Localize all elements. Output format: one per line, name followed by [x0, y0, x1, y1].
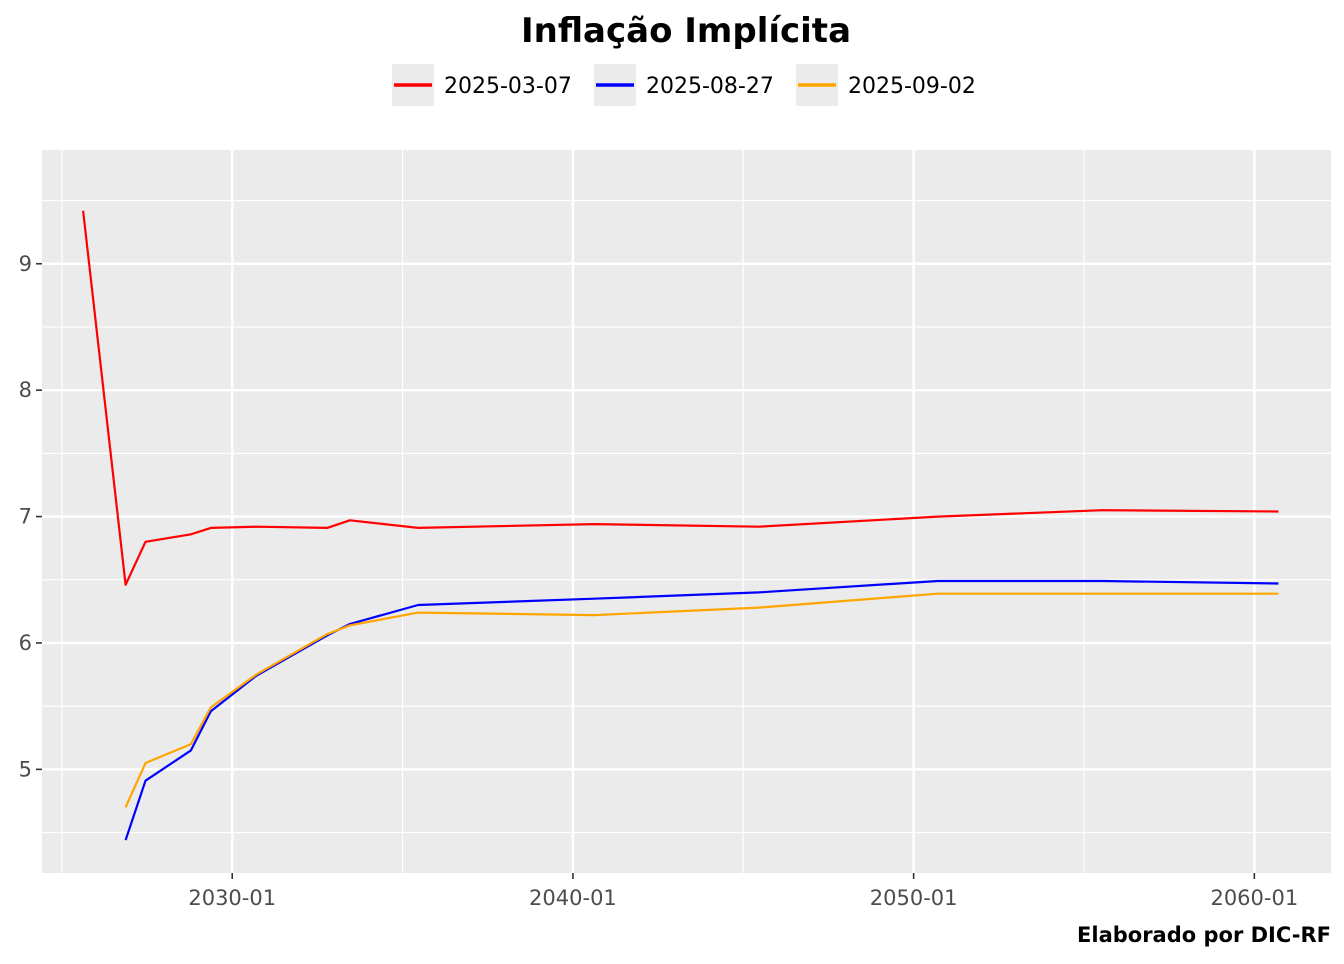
y-tick-label: 6 [19, 631, 32, 655]
series-lines [82, 210, 1279, 841]
chart-caption: Elaborado por DIC-RF [1077, 923, 1331, 947]
legend-label: 2025-09-02 [848, 74, 976, 99]
legend-label: 2025-08-27 [646, 74, 774, 99]
x-tick-label: 2040-01 [529, 886, 617, 910]
y-tick-label: 8 [19, 378, 32, 402]
grid [42, 150, 1331, 873]
legend: 2025-03-07 2025-08-27 2025-09-02 [392, 64, 976, 106]
series-line [124, 592, 1279, 808]
chart-title: Inflação Implícita [521, 11, 851, 51]
series-line [82, 210, 1279, 586]
y-tick-label: 9 [19, 252, 32, 276]
plot-panel [42, 150, 1331, 873]
legend-label: 2025-03-07 [444, 74, 572, 99]
y-tick-label: 5 [19, 757, 32, 781]
y-tick-label: 7 [19, 505, 32, 529]
series-line [124, 579, 1279, 841]
axes: 2030-01 2040-01 2050-01 2060-01 5 6 7 8 9 [19, 252, 1299, 910]
x-tick-label: 2060-01 [1210, 886, 1298, 910]
x-tick-label: 2030-01 [188, 886, 276, 910]
x-tick-label: 2050-01 [870, 886, 958, 910]
